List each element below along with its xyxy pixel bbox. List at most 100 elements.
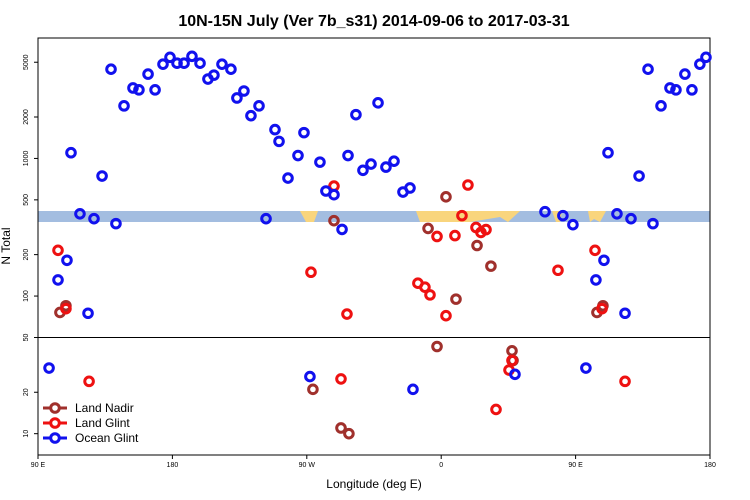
marker — [149, 84, 161, 96]
x-tick-label: 90 W — [299, 462, 316, 469]
marker — [388, 155, 400, 167]
marker — [611, 207, 623, 220]
marker — [380, 161, 392, 173]
marker — [372, 97, 384, 109]
marker — [238, 85, 250, 97]
y-tick-label: 50 — [23, 333, 30, 341]
marker — [598, 254, 610, 267]
marker — [118, 100, 130, 112]
marker — [343, 427, 355, 440]
marker — [509, 368, 521, 381]
land-band — [300, 211, 606, 222]
marker — [602, 146, 614, 159]
marker — [133, 84, 145, 96]
y-axis-label: N Total — [0, 227, 13, 264]
marker — [105, 63, 117, 75]
marker — [670, 84, 682, 96]
marker — [82, 307, 94, 320]
marker — [253, 100, 265, 112]
y-tick-label: 2000 — [23, 109, 30, 125]
marker — [127, 82, 139, 94]
marker — [539, 205, 551, 218]
marker — [449, 229, 461, 242]
marker — [273, 135, 285, 148]
marker — [142, 68, 154, 80]
marker — [480, 223, 492, 236]
marker — [633, 170, 645, 182]
marker — [292, 149, 304, 162]
legend-marker — [49, 432, 61, 444]
y-tick-label: 1000 — [23, 151, 30, 167]
marker — [490, 403, 502, 416]
marker — [341, 308, 353, 320]
marker — [350, 108, 362, 121]
marker — [186, 50, 198, 63]
marker — [422, 222, 434, 235]
x-tick-label: 180 — [704, 462, 716, 469]
marker — [456, 209, 468, 222]
x-tick-label: 90 E — [31, 462, 46, 469]
marker — [567, 218, 579, 231]
marker — [450, 293, 462, 305]
y-tick-label: 500 — [23, 194, 30, 206]
marker — [552, 264, 564, 277]
marker — [625, 212, 637, 225]
marker — [298, 126, 310, 139]
legend-label: Land Glint — [75, 416, 130, 430]
marker — [506, 354, 518, 367]
marker — [664, 82, 676, 94]
y-tick-label: 5000 — [23, 54, 30, 70]
marker — [52, 244, 64, 257]
y-tick-label: 100 — [23, 290, 30, 302]
marker — [269, 123, 281, 136]
marker — [245, 109, 257, 122]
marker — [686, 84, 698, 96]
x-tick-label: 90 E — [568, 462, 583, 469]
marker — [282, 172, 294, 184]
marker — [679, 68, 691, 80]
marker — [60, 302, 72, 315]
marker — [65, 146, 77, 159]
marker — [208, 69, 220, 81]
marker — [314, 156, 326, 168]
marker — [619, 307, 631, 320]
marker — [357, 164, 369, 177]
marker — [557, 209, 569, 222]
x-tick-label: 180 — [167, 462, 179, 469]
marker — [647, 217, 659, 230]
marker — [336, 223, 348, 236]
marker — [440, 191, 452, 203]
marker — [43, 362, 55, 374]
marker — [700, 51, 712, 64]
legend-label: Land Nadir — [75, 401, 134, 415]
marker — [194, 57, 206, 69]
marker — [342, 149, 354, 162]
marker — [216, 58, 228, 70]
marker — [580, 362, 592, 374]
marker — [335, 373, 347, 385]
marker — [96, 170, 108, 182]
marker — [335, 422, 347, 434]
marker — [178, 57, 190, 69]
marker — [619, 375, 631, 388]
y-tick-label: 10 — [23, 430, 30, 438]
chart-title: 10N-15N July (Ver 7b_s31) 2014-09-06 to … — [178, 13, 569, 30]
marker — [471, 239, 483, 252]
marker — [157, 58, 169, 70]
marker — [304, 370, 316, 383]
marker — [365, 158, 377, 170]
marker — [52, 274, 64, 286]
marker — [424, 289, 436, 301]
marker — [642, 63, 654, 75]
marker — [260, 212, 272, 225]
marker — [305, 266, 317, 279]
y-tick-label: 200 — [23, 249, 30, 261]
marker — [485, 260, 497, 272]
marker — [61, 254, 73, 267]
marker — [171, 57, 183, 69]
legend-marker — [49, 417, 61, 429]
legend-label: Ocean Glint — [75, 431, 139, 445]
marker — [231, 92, 243, 104]
marker — [83, 375, 95, 388]
marker — [110, 217, 122, 230]
